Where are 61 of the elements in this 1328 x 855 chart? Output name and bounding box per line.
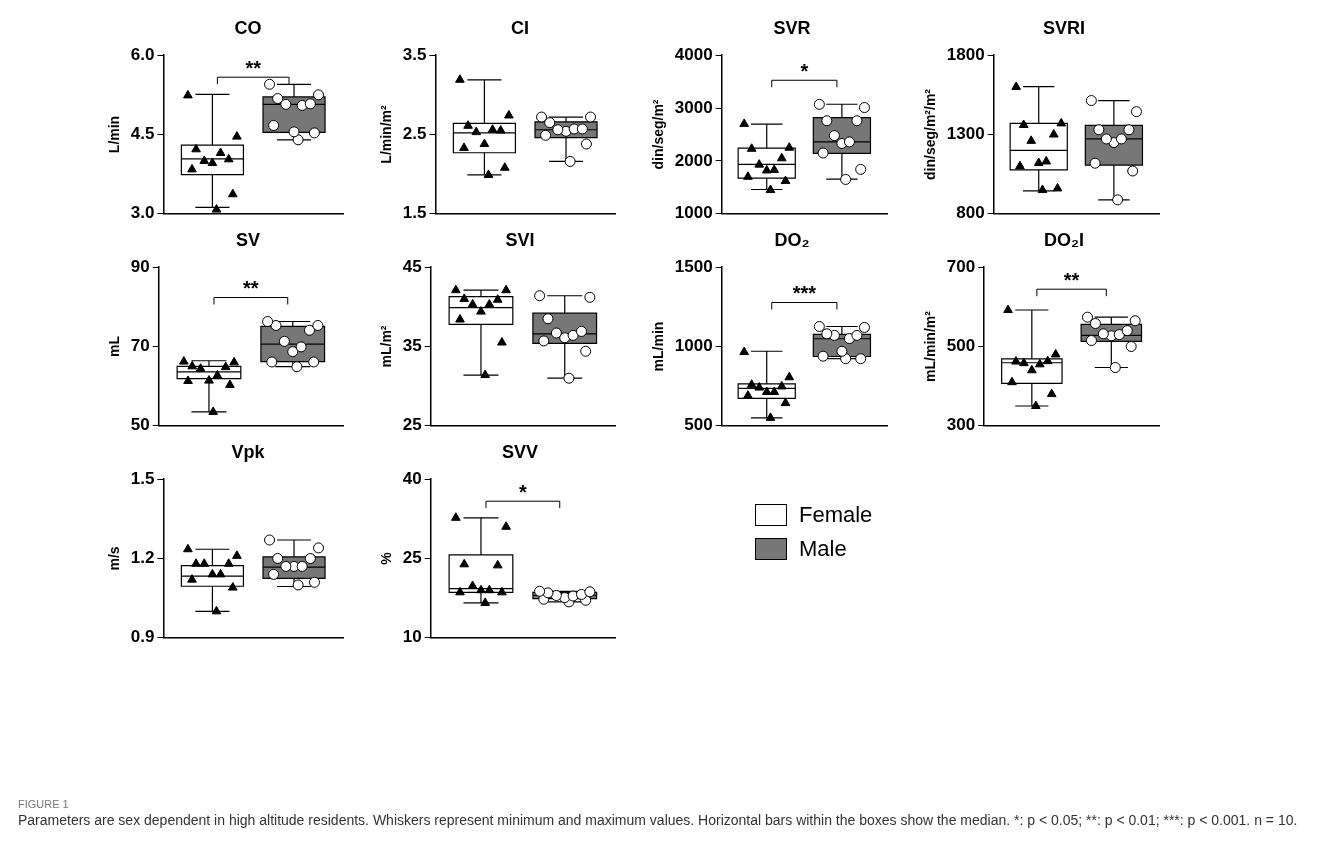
y-tick-label: 90	[130, 256, 150, 276]
y-axis-title: mL	[106, 335, 123, 357]
chart-title: CI	[510, 18, 530, 40]
annotation: **	[243, 277, 259, 300]
chart-title: SVV	[501, 442, 539, 464]
text: Parameters are sex dependent in high altitude residents. Whiskers represent minimum and maximum values. Horizontal bars within the boxes show the median. *: p < 0.05; **: p < 0.01; ***: p < 0.001. n = 10.	[18, 812, 1299, 828]
y-axis-title: L/min/m²	[378, 105, 395, 164]
y-tick-label: 1500	[674, 256, 713, 276]
annotation: *	[800, 59, 809, 82]
y-tick-label: 1800	[946, 44, 985, 64]
y-axis-title: L/min	[106, 115, 123, 154]
chart-title: DO₂	[773, 230, 811, 252]
y-tick-label: 45	[402, 256, 422, 276]
y-axis-title: m/s	[106, 546, 123, 571]
y-axis-title: din/seg/m²	[650, 99, 667, 170]
y-axis-title: mL/min	[650, 321, 667, 372]
y-tick-label: 1.2	[130, 548, 155, 568]
y-axis-title: mL/min/m²	[922, 310, 939, 382]
chart-title: CO	[233, 18, 263, 40]
chart-title: SV	[235, 230, 261, 252]
y-tick-label: 6.0	[130, 44, 155, 64]
annotation: **	[245, 56, 262, 79]
y-tick-label: 10	[402, 627, 422, 647]
y-tick-label: 2.5	[402, 124, 427, 144]
y-axis-title: din/seg/m²/m²	[922, 88, 939, 181]
y-tick-label: 500	[684, 415, 713, 435]
y-tick-label: 3.0	[130, 203, 155, 223]
y-tick-label: 35	[402, 336, 422, 356]
legend-label: Male	[799, 536, 847, 562]
annotation: ***	[792, 282, 817, 305]
y-tick-label: 1.5	[402, 203, 427, 223]
y-tick-label: 4.5	[130, 124, 155, 144]
chart-title: SVI	[504, 230, 536, 252]
chart-title: DO₂I	[1043, 230, 1085, 252]
y-tick-label: 4000	[674, 44, 713, 64]
y-tick-label: 0.9	[130, 627, 155, 647]
text: Female	[799, 502, 873, 528]
y-tick-label: 50	[130, 415, 150, 435]
y-tick-label: 300	[946, 415, 976, 435]
y-tick-label: 3.5	[402, 44, 427, 64]
y-tick-label: 2000	[674, 150, 713, 170]
chart-title: SVR	[772, 18, 812, 40]
annotation: **	[1063, 268, 1080, 291]
chart-title: SVRI	[1042, 18, 1086, 40]
y-tick-label: 500	[946, 336, 976, 356]
chart-title: Vpk	[230, 442, 266, 464]
y-tick-label: 1300	[946, 124, 985, 144]
caption: FIGURE 1	[18, 798, 70, 810]
y-tick-label: 1000	[674, 203, 713, 223]
y-tick-label: 1.5	[130, 468, 155, 488]
y-tick-label: 40	[402, 468, 422, 488]
y-tick-label: 70	[130, 336, 150, 356]
y-tick-label: 3000	[674, 97, 713, 117]
y-axis-title: mL/m²	[378, 325, 395, 368]
y-tick-label: 1000	[674, 336, 713, 356]
y-tick-label: 700	[946, 256, 976, 276]
y-tick-label: 800	[956, 203, 985, 223]
y-tick-label: 25	[402, 548, 422, 568]
y-tick-label: 25	[402, 415, 422, 435]
annotation: *	[518, 480, 527, 503]
y-axis-title: %	[378, 551, 395, 565]
